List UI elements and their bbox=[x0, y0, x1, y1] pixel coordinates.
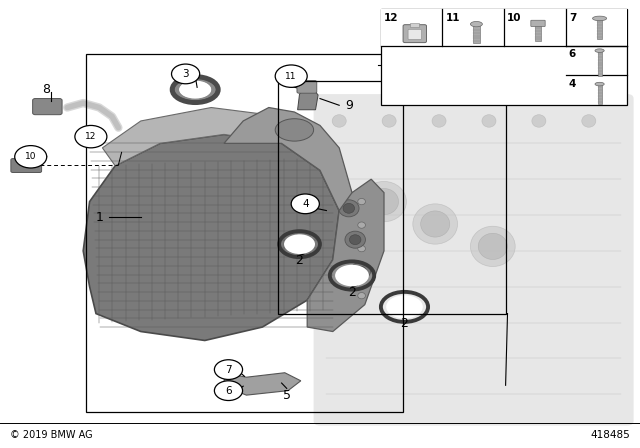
Ellipse shape bbox=[355, 266, 366, 276]
Text: 4: 4 bbox=[302, 199, 308, 209]
Bar bbox=[278, 81, 506, 314]
Text: 418485: 418485 bbox=[591, 430, 630, 440]
FancyBboxPatch shape bbox=[314, 94, 634, 426]
Ellipse shape bbox=[582, 115, 596, 127]
Ellipse shape bbox=[482, 115, 496, 127]
Ellipse shape bbox=[413, 204, 458, 244]
FancyBboxPatch shape bbox=[33, 99, 62, 115]
Text: 8: 8 bbox=[42, 83, 50, 96]
Ellipse shape bbox=[382, 115, 396, 127]
Ellipse shape bbox=[173, 78, 217, 101]
Ellipse shape bbox=[470, 22, 483, 27]
Text: 10: 10 bbox=[25, 152, 36, 161]
Text: 2: 2 bbox=[296, 254, 303, 267]
FancyBboxPatch shape bbox=[408, 29, 422, 39]
Bar bbox=[597, 17, 602, 39]
Circle shape bbox=[291, 194, 319, 214]
Text: 12: 12 bbox=[85, 132, 97, 141]
Ellipse shape bbox=[345, 231, 365, 248]
FancyBboxPatch shape bbox=[403, 25, 426, 43]
Bar bbox=[535, 25, 541, 41]
FancyBboxPatch shape bbox=[297, 81, 317, 93]
Ellipse shape bbox=[358, 293, 365, 299]
Ellipse shape bbox=[432, 115, 446, 127]
Circle shape bbox=[75, 125, 107, 148]
Ellipse shape bbox=[532, 115, 546, 127]
Bar bbox=[86, 54, 403, 412]
Bar bbox=[473, 23, 479, 43]
Bar bbox=[410, 22, 419, 27]
Text: 2: 2 bbox=[401, 317, 408, 330]
Polygon shape bbox=[298, 90, 318, 110]
Circle shape bbox=[214, 360, 243, 379]
Ellipse shape bbox=[179, 81, 211, 98]
Ellipse shape bbox=[358, 198, 365, 205]
Text: 6: 6 bbox=[569, 49, 576, 59]
Text: 11: 11 bbox=[285, 72, 297, 81]
Text: 3: 3 bbox=[182, 69, 189, 79]
Ellipse shape bbox=[358, 222, 365, 228]
FancyBboxPatch shape bbox=[531, 20, 545, 26]
Ellipse shape bbox=[179, 81, 211, 99]
Bar bbox=[381, 9, 627, 105]
Ellipse shape bbox=[420, 211, 450, 237]
Ellipse shape bbox=[595, 82, 604, 86]
Bar bbox=[598, 50, 602, 76]
Text: 4: 4 bbox=[569, 79, 576, 89]
Ellipse shape bbox=[275, 119, 314, 141]
Text: 7: 7 bbox=[225, 365, 232, 375]
Ellipse shape bbox=[343, 203, 355, 213]
Circle shape bbox=[275, 65, 307, 87]
Ellipse shape bbox=[595, 49, 604, 52]
Ellipse shape bbox=[349, 235, 361, 245]
Ellipse shape bbox=[335, 265, 369, 286]
Text: 7: 7 bbox=[569, 13, 576, 22]
Text: 10: 10 bbox=[507, 13, 522, 22]
Text: 12: 12 bbox=[384, 13, 399, 22]
Ellipse shape bbox=[362, 181, 406, 222]
Ellipse shape bbox=[358, 246, 365, 252]
Ellipse shape bbox=[369, 189, 399, 215]
Text: 11: 11 bbox=[445, 13, 460, 22]
Bar bbox=[598, 83, 602, 104]
Ellipse shape bbox=[350, 263, 371, 280]
Polygon shape bbox=[224, 373, 301, 395]
Polygon shape bbox=[102, 108, 352, 211]
Text: 9: 9 bbox=[345, 99, 353, 112]
Ellipse shape bbox=[593, 16, 607, 21]
Ellipse shape bbox=[470, 226, 515, 267]
Text: 2: 2 bbox=[348, 285, 356, 299]
Ellipse shape bbox=[478, 233, 508, 259]
Circle shape bbox=[172, 64, 200, 84]
Ellipse shape bbox=[284, 234, 315, 254]
Circle shape bbox=[214, 381, 243, 401]
Ellipse shape bbox=[386, 295, 423, 319]
Text: 6: 6 bbox=[225, 386, 232, 396]
Circle shape bbox=[15, 146, 47, 168]
Ellipse shape bbox=[358, 269, 365, 275]
Text: 5: 5 bbox=[283, 388, 291, 402]
Ellipse shape bbox=[332, 115, 346, 127]
Text: © 2019 BMW AG: © 2019 BMW AG bbox=[10, 430, 92, 440]
Text: 1: 1 bbox=[95, 211, 103, 224]
FancyBboxPatch shape bbox=[11, 159, 42, 172]
Ellipse shape bbox=[339, 200, 359, 217]
Bar bbox=[381, 9, 627, 46]
Polygon shape bbox=[224, 108, 352, 211]
Polygon shape bbox=[83, 134, 339, 340]
Polygon shape bbox=[307, 170, 384, 332]
